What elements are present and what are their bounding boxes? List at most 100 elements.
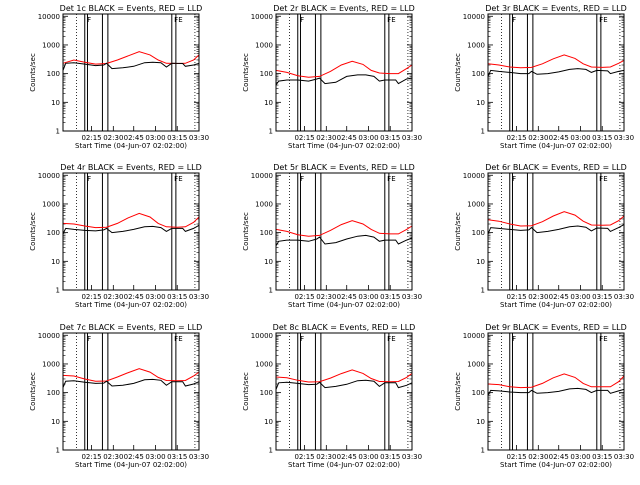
y-tick-label: 1000 xyxy=(467,360,485,368)
x-tick-label: 02:30 xyxy=(103,134,123,142)
flag-annotation: F xyxy=(174,16,178,24)
x-tick-label: 03:00 xyxy=(358,134,378,142)
flag-annotation: E xyxy=(391,175,395,183)
y-tick-label: 1 xyxy=(56,447,60,455)
x-tick-label: 02:30 xyxy=(316,453,336,461)
flag-annotation: F xyxy=(599,335,603,343)
y-tick-label: 10 xyxy=(476,99,485,107)
x-tick-label: 02:15 xyxy=(294,293,314,301)
x-tick-label: 02:30 xyxy=(528,293,548,301)
y-tick-label: 10000 xyxy=(251,172,273,180)
events-series-line xyxy=(487,224,625,235)
y-tick-label: 1000 xyxy=(255,360,273,368)
events-series-line xyxy=(62,224,200,235)
y-tick-label: 10000 xyxy=(38,13,60,21)
y-tick-label: 10 xyxy=(264,99,273,107)
y-tick-label: 100 xyxy=(47,229,60,237)
x-tick-label: 02:45 xyxy=(549,134,569,142)
lld-series-line xyxy=(275,220,413,237)
y-tick-label: 10000 xyxy=(38,332,60,340)
flag-annotation: E xyxy=(603,16,607,24)
x-tick-label: 02:30 xyxy=(316,134,336,142)
y-tick-label: 10 xyxy=(476,418,485,426)
events-series-line xyxy=(487,68,625,77)
x-tick-label: 03:30 xyxy=(189,134,209,142)
flag-annotation: F xyxy=(174,335,178,343)
plot-frame xyxy=(62,172,200,291)
y-tick-label: 10000 xyxy=(251,13,273,21)
y-tick-label: 10000 xyxy=(38,172,60,180)
x-tick-label: 03:15 xyxy=(592,293,612,301)
panel-title: Det 2r BLACK = Events, RED = LLD xyxy=(273,4,415,13)
lld-series-line xyxy=(487,54,625,69)
x-tick-label: 03:15 xyxy=(380,293,400,301)
y-axis-label: Counts/sec xyxy=(454,372,462,411)
x-tick-label: 03:00 xyxy=(358,453,378,461)
plot-frame xyxy=(487,172,625,291)
x-tick-label: 02:15 xyxy=(294,453,314,461)
lld-series-line xyxy=(275,60,413,78)
y-tick-label: 10 xyxy=(476,258,485,266)
flag-annotation: F xyxy=(174,175,178,183)
y-axis-label: Counts/sec xyxy=(242,372,250,411)
x-tick-label: 03:15 xyxy=(380,453,400,461)
plot-frame xyxy=(487,332,625,451)
flag-annotation: F xyxy=(87,335,91,343)
x-tick-label: 03:00 xyxy=(145,453,165,461)
events-series-line xyxy=(275,234,413,246)
panel-title: Det 4r BLACK = Events, RED = LLD xyxy=(60,163,202,172)
events-series-line xyxy=(487,387,625,396)
x-tick-label: 03:30 xyxy=(402,293,422,301)
flag-annotation: F xyxy=(300,16,304,24)
flag-annotation: F xyxy=(87,16,91,24)
x-tick-label: 02:30 xyxy=(316,293,336,301)
y-tick-label: 10000 xyxy=(463,13,485,21)
panel-title: Det 6r BLACK = Events, RED = LLD xyxy=(485,163,627,172)
y-tick-label: 10 xyxy=(51,258,60,266)
x-tick-label: 02:15 xyxy=(506,293,526,301)
flag-annotation: F xyxy=(300,175,304,183)
y-tick-label: 100 xyxy=(260,229,273,237)
x-tick-label: 02:45 xyxy=(549,453,569,461)
y-tick-label: 1000 xyxy=(42,200,60,208)
x-tick-label: 02:15 xyxy=(294,134,314,142)
panel-title: Det 7c BLACK = Events, RED = LLD xyxy=(60,323,203,332)
y-axis-label: Counts/sec xyxy=(242,212,250,251)
detector-panel-4: Det 4r BLACK = Events, RED = LLD 1 10 100 10… xyxy=(29,163,209,309)
detector-panel-1: Det 1c BLACK = Events, RED = LLD 1 10 100 10… xyxy=(29,4,209,150)
y-tick-label: 1 xyxy=(481,447,485,455)
y-tick-label: 1000 xyxy=(255,41,273,49)
lld-series-line xyxy=(487,211,625,227)
y-tick-label: 10 xyxy=(264,258,273,266)
flag-annotation: E xyxy=(178,16,182,24)
y-tick-label: 10 xyxy=(264,418,273,426)
x-tick-label: 03:30 xyxy=(189,293,209,301)
y-tick-label: 1 xyxy=(56,287,60,295)
flag-annotation: F xyxy=(512,175,516,183)
x-tick-label: 03:15 xyxy=(167,134,187,142)
plot-frame xyxy=(62,332,200,451)
y-axis-label: Counts/sec xyxy=(29,212,37,251)
y-tick-label: 100 xyxy=(260,389,273,397)
plot-frame xyxy=(487,13,625,132)
flag-annotation: F xyxy=(512,16,516,24)
y-axis-label: Counts/sec xyxy=(242,53,250,92)
x-tick-label: 03:00 xyxy=(570,293,590,301)
plot-frame xyxy=(275,332,413,451)
x-tick-label: 02:30 xyxy=(103,453,123,461)
x-tick-label: 02:30 xyxy=(103,293,123,301)
x-tick-label: 03:30 xyxy=(402,453,422,461)
flag-annotation: E xyxy=(603,335,607,343)
y-tick-label: 100 xyxy=(47,70,60,78)
y-tick-label: 100 xyxy=(472,389,485,397)
x-tick-label: 03:15 xyxy=(380,134,400,142)
x-axis-label: Start Time (04-Jun-07 02:02:00) xyxy=(500,461,612,469)
y-tick-label: 1 xyxy=(269,287,273,295)
lld-series-line xyxy=(62,368,200,382)
y-tick-label: 1000 xyxy=(42,360,60,368)
events-series-line xyxy=(275,74,413,86)
y-tick-label: 1 xyxy=(56,128,60,136)
y-tick-label: 1000 xyxy=(467,200,485,208)
flag-annotation: E xyxy=(603,175,607,183)
